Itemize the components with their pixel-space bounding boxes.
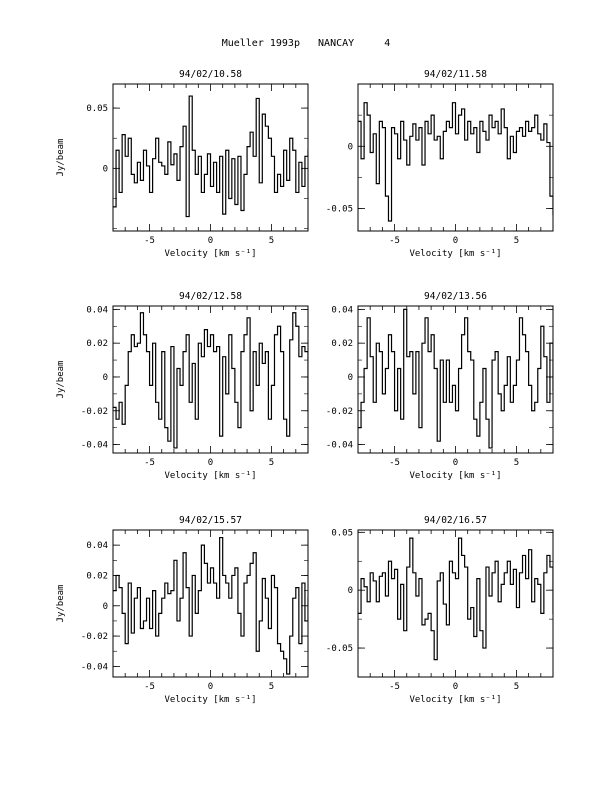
y-tick-label: 0 bbox=[348, 586, 353, 596]
y-tick-label: 0 bbox=[103, 602, 108, 612]
y-tick-label: 0.02 bbox=[331, 339, 353, 349]
y-tick-label: -0.02 bbox=[81, 632, 108, 642]
x-axis-label: Velocity [km s⁻¹] bbox=[409, 695, 501, 705]
spectrum-panel-4: -5 0 5 -0.04 -0.02 0 0.02 0.04 94/02/13.56 Veloci… bbox=[326, 291, 554, 481]
y-axis-label: Jy/beam bbox=[56, 585, 66, 623]
spectrum-panel-6: -5 0 5 -0.05 0 0.05 94/02/16.57 Velocity [km s⁻… bbox=[326, 515, 554, 705]
y-tick-label: -0.04 bbox=[81, 441, 108, 451]
x-tick-label: -5 bbox=[389, 682, 400, 692]
y-tick-label: 0.04 bbox=[86, 541, 108, 551]
y-tick-label: 0 bbox=[348, 373, 353, 383]
y-axis-label: Jy/beam bbox=[56, 139, 66, 177]
x-tick-label: 5 bbox=[269, 236, 274, 246]
panel-title: 94/02/12.58 bbox=[179, 291, 242, 302]
x-axis-label: Velocity [km s⁻¹] bbox=[164, 249, 256, 259]
y-tick-label: -0.02 bbox=[81, 407, 108, 417]
panel-title: 94/02/11.58 bbox=[424, 69, 487, 80]
y-tick-label: 0 bbox=[348, 142, 353, 152]
spectrum-panel-2: -5 0 5 0 -0.05 94/02/11.58 Velocity [km s⁻¹] bbox=[326, 69, 554, 259]
y-tick-label: 0 bbox=[103, 373, 108, 383]
x-axis-label: Velocity [km s⁻¹] bbox=[409, 249, 501, 259]
spectrum-panel-5: -5 0 5 -0.04 -0.02 0 0.02 0.04 94/02/15.57 Veloci… bbox=[56, 515, 309, 705]
page-header: Mueller 1993p NANCAY 4 bbox=[221, 38, 391, 49]
x-tick-label: 0 bbox=[453, 236, 458, 246]
plot-frame bbox=[112, 529, 309, 678]
plot-frame bbox=[357, 529, 554, 678]
y-tick-label: 0.02 bbox=[86, 339, 108, 349]
panel-title: 94/02/10.58 bbox=[179, 69, 242, 80]
panel-title: 94/02/13.56 bbox=[424, 291, 487, 302]
spectrum-line bbox=[113, 312, 308, 449]
panel-title: 94/02/15.57 bbox=[179, 515, 242, 526]
spectrum-panel-1: -5 0 5 0 0.05 94/02/10.58 Velocity [km s⁻¹] Jy/… bbox=[56, 69, 309, 259]
y-tick-label: -0.05 bbox=[326, 644, 353, 654]
x-axis-label: Velocity [km s⁻¹] bbox=[409, 471, 501, 481]
y-tick-label: 0.04 bbox=[331, 305, 353, 315]
x-tick-label: 5 bbox=[514, 682, 519, 692]
x-tick-label: 5 bbox=[269, 458, 274, 468]
y-tick-label: -0.04 bbox=[81, 662, 108, 672]
x-tick-label: -5 bbox=[144, 458, 155, 468]
y-tick-label: 0.04 bbox=[86, 305, 108, 315]
x-tick-label: -5 bbox=[144, 236, 155, 246]
x-tick-label: -5 bbox=[389, 458, 400, 468]
y-tick-label: -0.04 bbox=[326, 441, 353, 451]
spectrum-line bbox=[113, 95, 308, 218]
y-tick-label: 0.02 bbox=[86, 571, 108, 581]
plot-frame bbox=[357, 305, 554, 454]
spectrum-line bbox=[113, 536, 308, 675]
x-tick-label: 0 bbox=[453, 682, 458, 692]
y-axis-label: Jy/beam bbox=[56, 361, 66, 399]
y-tick-label: 0.05 bbox=[331, 528, 353, 538]
x-tick-label: -5 bbox=[144, 682, 155, 692]
y-tick-label: 0.05 bbox=[86, 104, 108, 114]
spectrum-line bbox=[358, 102, 553, 222]
y-tick-label: -0.05 bbox=[326, 205, 353, 215]
spectrum-line bbox=[358, 308, 553, 449]
x-tick-label: 0 bbox=[453, 458, 458, 468]
x-axis-label: Velocity [km s⁻¹] bbox=[164, 695, 256, 705]
x-tick-label: 5 bbox=[514, 236, 519, 246]
spectrum-panel-3: -5 0 5 -0.04 -0.02 0 0.02 0.04 94/02/12.58 Veloci… bbox=[56, 291, 309, 481]
x-tick-label: 0 bbox=[208, 682, 213, 692]
panel-title: 94/02/16.57 bbox=[424, 515, 487, 526]
x-axis-label: Velocity [km s⁻¹] bbox=[164, 471, 256, 481]
y-tick-label: 0 bbox=[103, 164, 108, 174]
spectrum-line bbox=[358, 537, 553, 661]
x-tick-label: 5 bbox=[514, 458, 519, 468]
x-tick-label: 0 bbox=[208, 458, 213, 468]
x-tick-label: 5 bbox=[269, 682, 274, 692]
x-tick-label: -5 bbox=[389, 236, 400, 246]
x-tick-label: 0 bbox=[208, 236, 213, 246]
y-tick-label: -0.02 bbox=[326, 407, 353, 417]
plot-frame bbox=[112, 305, 309, 454]
